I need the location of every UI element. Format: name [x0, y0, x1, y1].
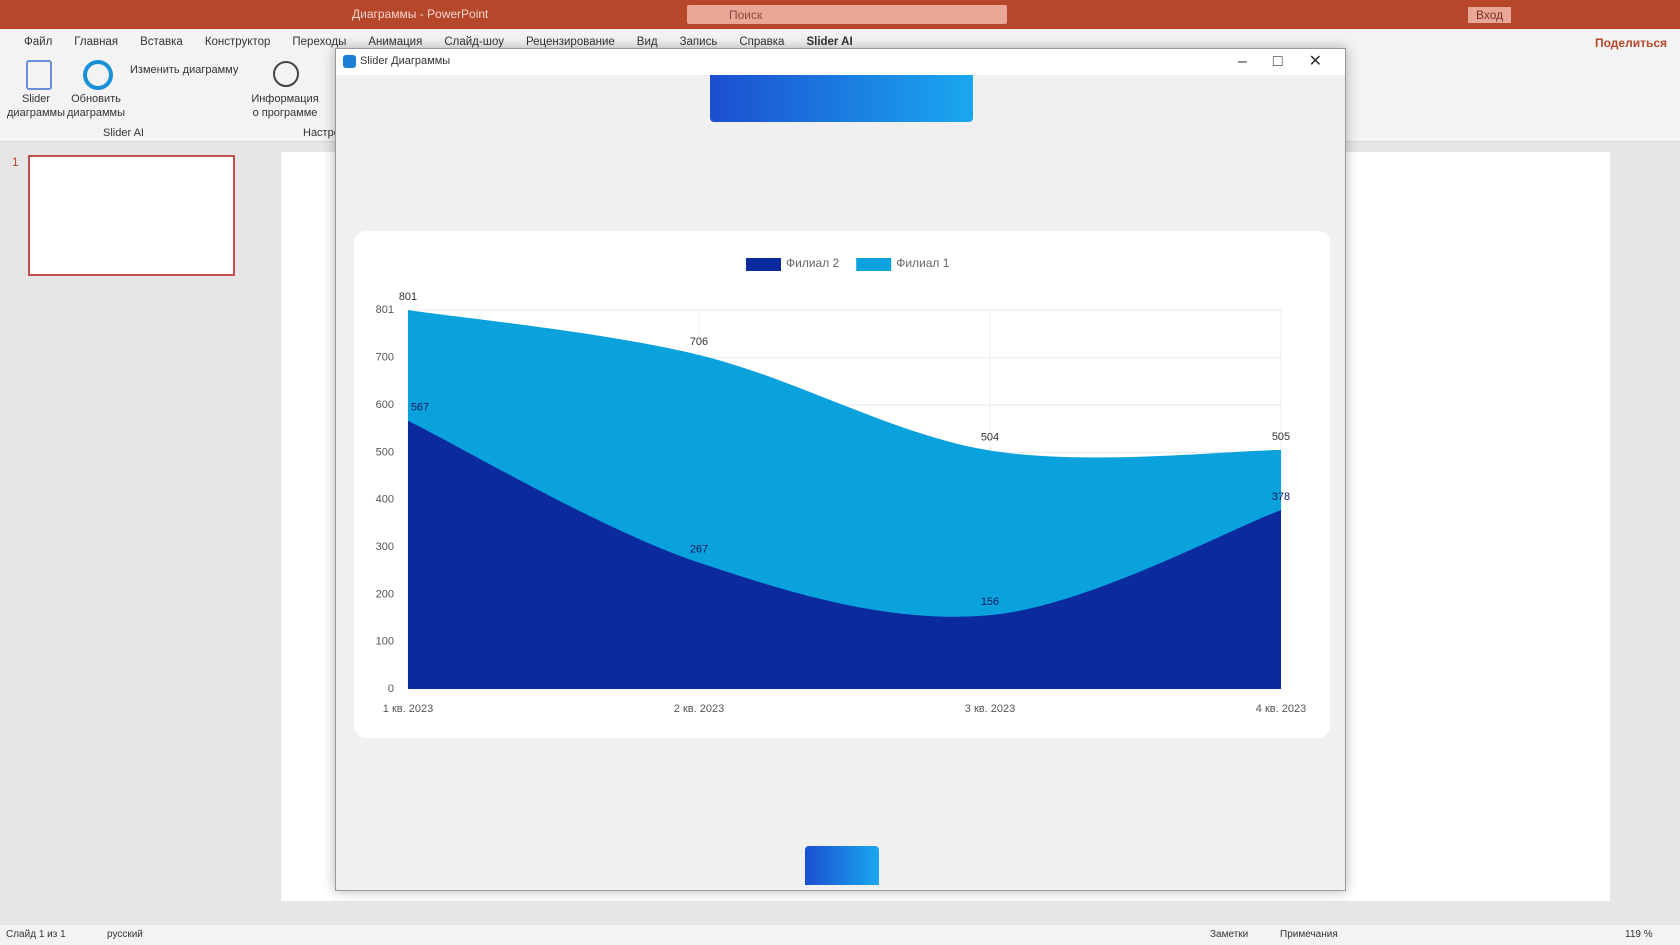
- legend-swatch: [746, 258, 781, 271]
- data-label: 567: [411, 402, 429, 414]
- data-label: 378: [1272, 491, 1290, 503]
- dialog-titlebar: [336, 49, 1345, 75]
- ribbon-tab[interactable]: Файл: [24, 36, 53, 48]
- data-label: 706: [690, 336, 708, 348]
- ribbon-tab[interactable]: Конструктор: [204, 36, 271, 48]
- ribbon-tab[interactable]: Вставка: [140, 36, 183, 48]
- legend-swatch: [856, 258, 892, 271]
- y-tick-label: 200: [376, 588, 394, 600]
- y-tick-label: 400: [376, 494, 394, 506]
- data-label: 267: [690, 544, 708, 556]
- x-tick-label: 2 кв. 2023: [674, 703, 724, 715]
- tabs: Файл Главная Вставка Конструктор Переходы Ани…: [13, 36, 864, 48]
- status-bar: [0, 925, 1680, 945]
- slide-thumbnail[interactable]: [28, 155, 235, 276]
- legend-label: Филиал 1: [896, 256, 950, 270]
- x-tick-label: 1 кв. 2023: [383, 703, 433, 715]
- status-slide: Слайд 1 из 1: [6, 929, 66, 940]
- x-tick-label: 4 кв. 2023: [1256, 703, 1306, 715]
- search-box[interactable]: [687, 5, 1007, 24]
- chart-toolbar: [710, 75, 973, 122]
- y-tick-label: 700: [376, 352, 394, 364]
- group-label: Настро: [303, 127, 340, 139]
- share[interactable]: Поделиться: [1595, 36, 1668, 50]
- data-label: 505: [1272, 431, 1290, 443]
- y-tick-label: 300: [376, 541, 394, 553]
- y-tick-label: 0: [388, 683, 394, 695]
- data-label: 156: [981, 596, 999, 608]
- y-tick-label: 500: [376, 446, 394, 458]
- group-label: Slider AI: [103, 127, 144, 139]
- y-tick-label: 801: [376, 304, 394, 316]
- ribbon-icon: [273, 61, 299, 87]
- ribbon-icon: [26, 60, 52, 90]
- window-controls[interactable]: –□✕: [1238, 53, 1348, 70]
- status-notes[interactable]: Заметки: [1210, 929, 1249, 940]
- dialog-icon: [343, 55, 356, 68]
- y-tick-label: 600: [376, 399, 394, 411]
- ribbon-tab[interactable]: Slider AI: [806, 36, 853, 48]
- ribbon-button[interactable]: Изменить диаграмму: [130, 64, 239, 76]
- ribbon-tab[interactable]: Вид: [636, 36, 658, 48]
- ribbon-tab[interactable]: Анимация: [368, 36, 423, 48]
- x-tick-label: 3 кв. 2023: [965, 703, 1015, 715]
- ribbon-tab[interactable]: Запись: [679, 36, 718, 48]
- legend-label: Филиал 2: [786, 256, 840, 270]
- ribbon-tab[interactable]: Слайд-шоу: [444, 36, 504, 48]
- window-title: Диаграммы - PowerPoint: [352, 7, 489, 21]
- edit-toolbar: [805, 846, 879, 885]
- ribbon-tab[interactable]: Переходы: [292, 36, 347, 48]
- ribbon-tab[interactable]: Справка: [739, 36, 785, 48]
- ribbon-icon: [83, 60, 113, 90]
- status-language: русский: [107, 929, 143, 940]
- sign-in[interactable]: Вход: [1468, 7, 1512, 23]
- search-text: Поиск: [729, 8, 763, 22]
- ribbon-tab[interactable]: Рецензирование: [525, 36, 615, 48]
- ribbon-tab[interactable]: Главная: [74, 36, 119, 48]
- area: [408, 420, 1281, 689]
- status-zoom: 119 %: [1625, 929, 1653, 940]
- ribbon-button[interactable]: Обновить диаграммы: [67, 93, 125, 119]
- status-comments[interactable]: Примечания: [1280, 929, 1338, 940]
- ribbon-button[interactable]: Информация о программе: [251, 93, 319, 119]
- slide-number: 1: [12, 155, 19, 169]
- dialog-title: Slider Диаграммы: [360, 55, 451, 67]
- ribbon-button[interactable]: Slider диаграммы: [7, 93, 65, 119]
- data-label: 504: [981, 431, 999, 443]
- data-label: 801: [399, 291, 417, 303]
- y-tick-label: 100: [376, 636, 394, 648]
